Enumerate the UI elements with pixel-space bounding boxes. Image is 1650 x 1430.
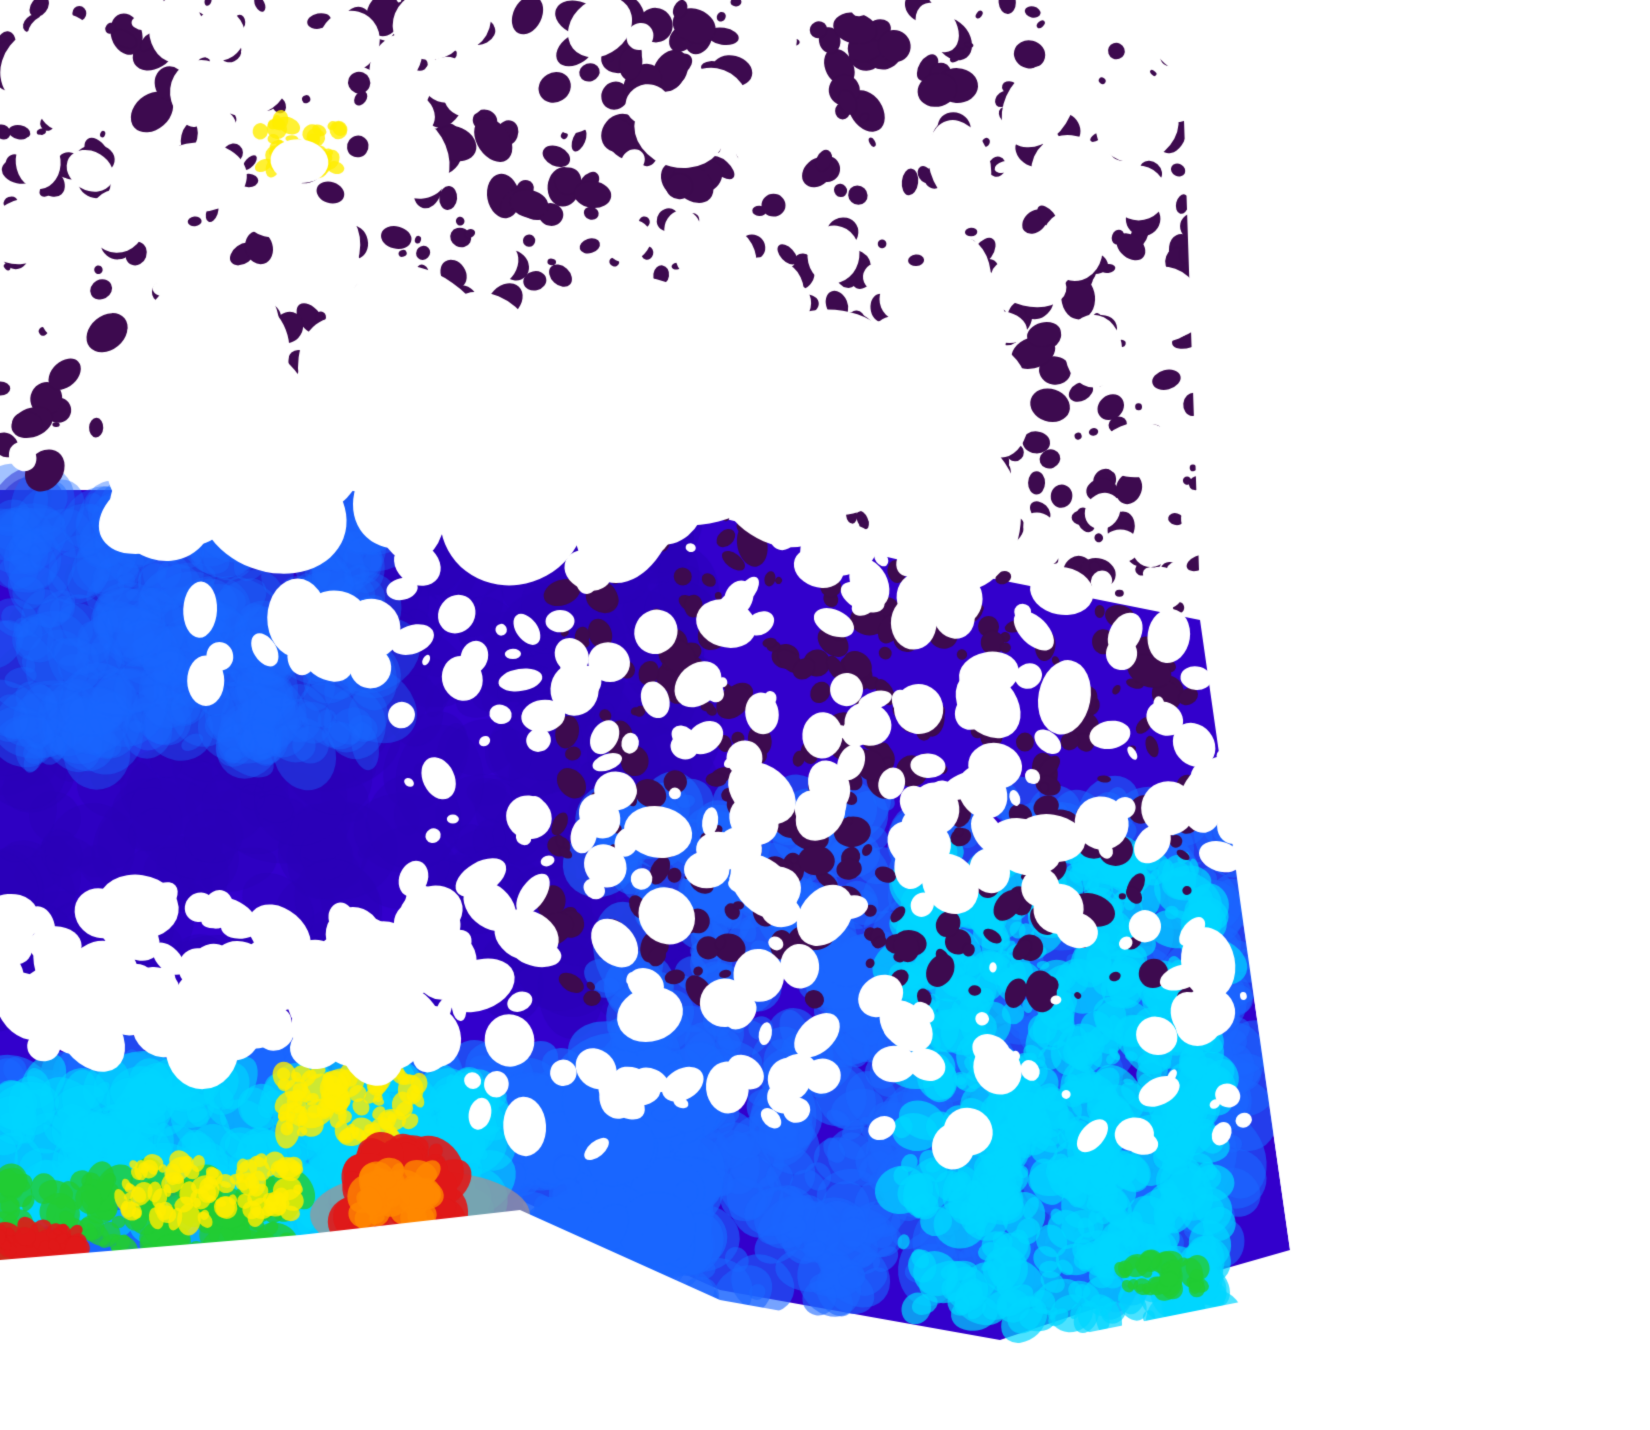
chlorophyll-satellite-map [0, 0, 1650, 1430]
